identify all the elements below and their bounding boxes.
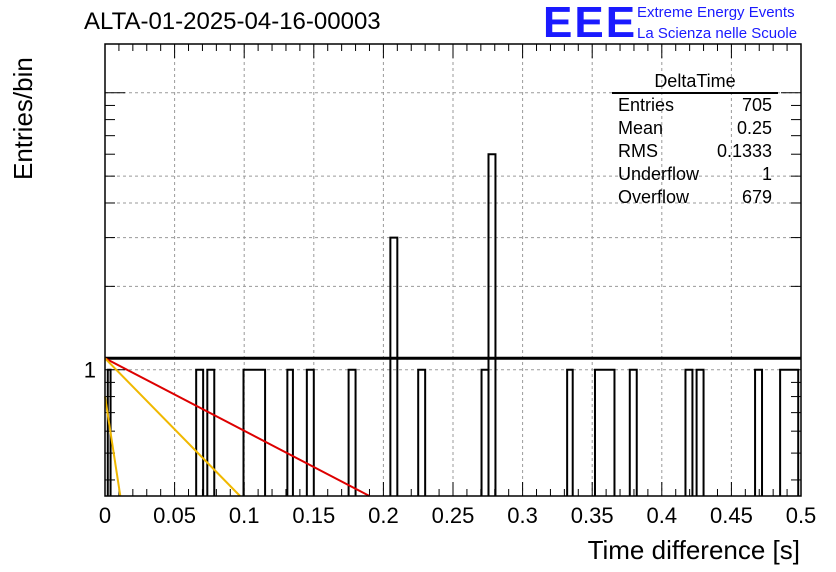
- stats-title: DeltaTime: [612, 70, 778, 94]
- eee-logo: EEE: [543, 0, 638, 47]
- histogram-bar: [480, 368, 490, 496]
- histogram-bar: [389, 236, 399, 496]
- fit-curves: [104, 356, 801, 497]
- histogram-bar: [754, 368, 764, 496]
- fit-line: [104, 357, 241, 497]
- histogram-bar: [566, 368, 574, 496]
- stats-label: Underflow: [618, 164, 700, 184]
- x-tick-label: 0.3: [507, 503, 538, 528]
- histogram-bar: [779, 368, 800, 496]
- stats-box: DeltaTime Entries 705 Mean 0.25 RMS 0.1333 Und…: [612, 70, 778, 209]
- histogram-bar: [695, 368, 705, 496]
- x-tick-labels: 0 0.05 0.1 0.15 0.2 0.25 0.3 0.35 0.4 0.45 0.5: [99, 503, 816, 528]
- histogram-bar: [195, 368, 205, 496]
- x-tick-label: 0.5: [786, 503, 817, 528]
- stats-label: Mean: [618, 118, 664, 138]
- y-tick-label: 1: [84, 358, 96, 383]
- histogram-bar: [305, 368, 315, 496]
- x-tick-label: 0.1: [229, 503, 260, 528]
- histogram-bar: [206, 368, 216, 496]
- chart-title: ALTA-01-2025-04-16-00003: [84, 8, 381, 35]
- x-tick-label: 0.45: [710, 503, 753, 528]
- x-axis-label: Time difference [s]: [588, 535, 800, 565]
- x-tick-label: 0.35: [571, 503, 614, 528]
- histogram-bar: [417, 368, 427, 496]
- stats-value: 0.1333: [716, 141, 772, 161]
- stats-label: Overflow: [618, 187, 690, 207]
- y-tick-labels: 1: [84, 358, 96, 383]
- x-tick-label: 0: [99, 503, 111, 528]
- stats-row: Overflow 679: [612, 186, 778, 209]
- histogram-bar: [487, 153, 497, 496]
- histogram-bar: [684, 368, 694, 496]
- x-tick-label: 0.2: [368, 503, 399, 528]
- x-tick-label: 0.25: [432, 503, 475, 528]
- stats-value: 705: [741, 95, 772, 115]
- histogram-bar: [286, 368, 294, 496]
- fit-line: [104, 357, 370, 497]
- stats-row: Underflow 1: [612, 163, 778, 186]
- x-tick-label: 0.05: [153, 503, 196, 528]
- logo-line-2: La Scienza nelle Scuole: [637, 25, 798, 42]
- stats-value: 679: [741, 187, 772, 207]
- stats-rows: Entries 705 Mean 0.25 RMS 0.1333 Underflow 1 Ove…: [612, 94, 778, 209]
- grid: [105, 44, 801, 496]
- y-axis-label: Entries/bin: [8, 57, 38, 180]
- stats-value: 1: [761, 164, 772, 184]
- stats-row: Entries 705: [612, 94, 778, 117]
- logo-subtitle: Extreme Energy Events La Scienza nelle S…: [637, 2, 797, 44]
- histogram-bar: [347, 368, 357, 496]
- stats-row: Mean 0.25: [612, 117, 778, 140]
- histogram-bar: [593, 368, 616, 496]
- histogram-bar: [242, 368, 267, 496]
- stats-label: RMS: [618, 141, 658, 161]
- plot-frame: [104, 43, 802, 497]
- x-tick-label: 0.15: [292, 503, 335, 528]
- x-tick-label: 0.4: [647, 503, 678, 528]
- stats-label: Entries: [618, 95, 675, 115]
- histogram-bar: [628, 368, 638, 496]
- stats-value: 0.25: [736, 118, 772, 138]
- logo-line-1: Extreme Energy Events: [637, 4, 795, 21]
- histogram-bars: [106, 153, 800, 496]
- fit-line: [104, 396, 122, 497]
- stats-row: RMS 0.1333: [612, 140, 778, 163]
